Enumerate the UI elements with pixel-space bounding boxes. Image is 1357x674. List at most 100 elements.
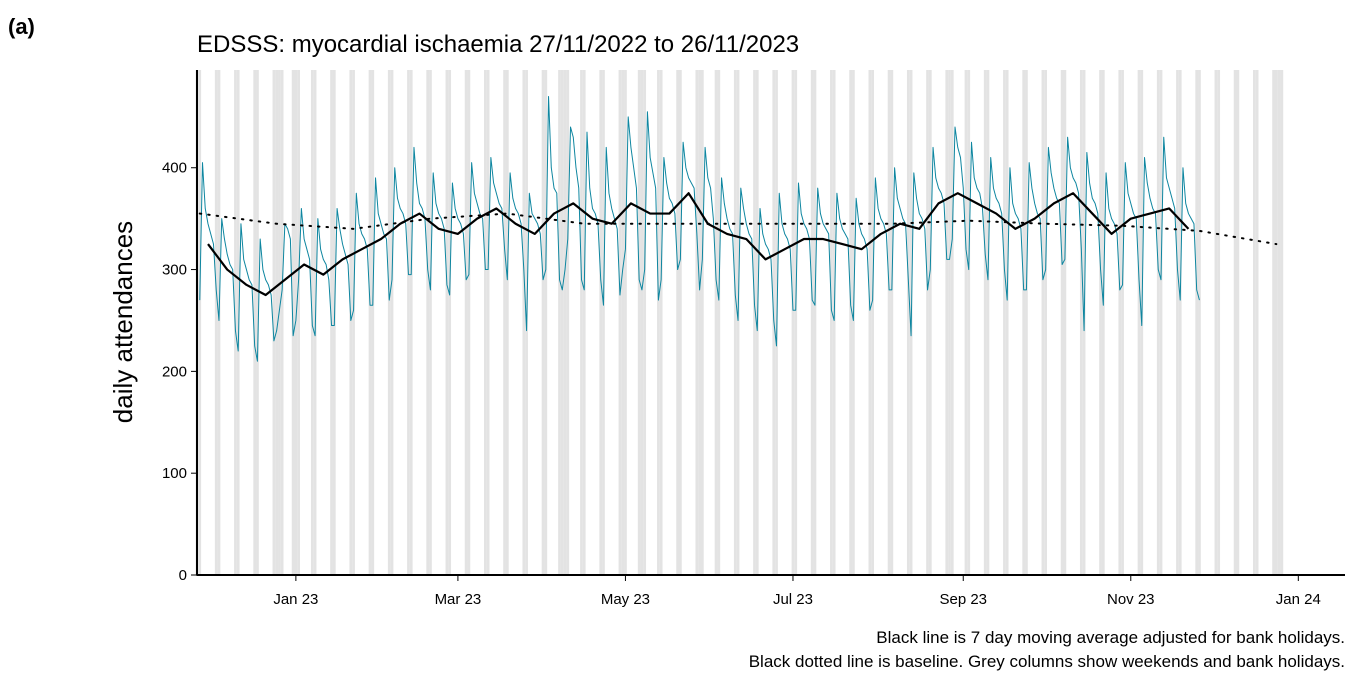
shade-column <box>637 70 641 575</box>
shade-column <box>1178 70 1182 575</box>
shade-column <box>1217 70 1221 575</box>
shade-column <box>791 70 795 575</box>
shade-column <box>810 70 814 575</box>
shade-column <box>1274 70 1278 575</box>
shade-column <box>676 70 679 575</box>
note: Black line is 7 day moving average adjus… <box>876 628 1345 647</box>
shade-column <box>1277 70 1281 575</box>
shade-column <box>1137 70 1141 575</box>
shade-column <box>794 70 798 575</box>
shade-column <box>983 70 987 575</box>
shade-column <box>558 70 561 575</box>
shade-column <box>813 70 817 575</box>
shade-column <box>733 70 737 575</box>
shade-column <box>1156 70 1160 575</box>
shade-column <box>1099 70 1102 575</box>
shade-column <box>409 70 413 575</box>
shade-column <box>1233 70 1237 575</box>
shade-column <box>1176 70 1179 575</box>
shade-column <box>429 70 432 575</box>
shade-column <box>297 70 300 575</box>
shade-column <box>698 70 701 575</box>
shade-column <box>368 70 372 575</box>
shade-column <box>407 70 410 575</box>
y-tick-label: 300 <box>162 262 187 279</box>
shade-column <box>1118 70 1122 575</box>
chart-title: EDSSS: myocardial ischaemia 27/11/2022 t… <box>197 31 799 58</box>
series-line <box>198 212 1278 246</box>
shade-column <box>1236 70 1240 575</box>
shade-column <box>753 70 756 575</box>
shade-column <box>448 70 452 575</box>
shade-column <box>1121 70 1124 575</box>
shade-column <box>560 70 564 575</box>
shade-column <box>505 70 509 575</box>
shade-column <box>1005 70 1009 575</box>
shade-column <box>1041 70 1045 575</box>
shade-column <box>280 70 284 575</box>
shade-column <box>566 70 570 575</box>
shade-column <box>967 70 971 575</box>
shade-column <box>602 70 605 575</box>
shade-column <box>657 70 660 575</box>
shade-column <box>906 70 910 575</box>
shade-column <box>1195 70 1199 575</box>
shade-column <box>1003 70 1006 575</box>
shade-column <box>390 70 394 575</box>
x-tick-label: Mar 23 <box>435 591 482 608</box>
shade-column <box>214 70 218 575</box>
x-tick-label: Jul 23 <box>773 591 813 608</box>
shade-column <box>275 70 279 575</box>
shade-column <box>278 70 281 575</box>
shade-column <box>1101 70 1105 575</box>
shade-column <box>945 70 949 575</box>
shade-column <box>1280 70 1284 575</box>
shade-column <box>964 70 968 575</box>
x-tick-label: Jan 23 <box>273 591 318 608</box>
x-tick-label: Jan 24 <box>1276 591 1321 608</box>
shade-column <box>849 70 853 575</box>
shade-column <box>986 70 990 575</box>
shade-column <box>736 70 740 575</box>
shade-column <box>928 70 932 575</box>
shade-column <box>640 70 644 575</box>
shade-column <box>830 70 833 575</box>
shade-column <box>1060 70 1064 575</box>
shade-column <box>1025 70 1028 575</box>
shade-column <box>484 70 487 575</box>
shade-column <box>387 70 391 575</box>
shade-column <box>253 70 257 575</box>
shade-column <box>887 70 891 575</box>
shade-column <box>700 70 704 575</box>
shade-column <box>582 70 586 575</box>
x-tick-label: May 23 <box>601 591 650 608</box>
shade-column <box>198 70 202 575</box>
shade-column <box>714 70 718 575</box>
shade-column <box>948 70 951 575</box>
shade-column <box>371 70 375 575</box>
shade-column <box>832 70 836 575</box>
shade-column <box>544 70 548 575</box>
series-line <box>207 192 1190 297</box>
shade-column <box>852 70 855 575</box>
shade-column <box>621 70 625 575</box>
shade-column <box>522 70 526 575</box>
shade-column <box>624 70 627 575</box>
shade-column <box>272 70 276 575</box>
shade-column <box>541 70 545 575</box>
shade-column <box>717 70 721 575</box>
shade-column <box>1272 70 1275 575</box>
note: Black dotted line is baseline. Grey colu… <box>749 652 1345 671</box>
shade-column <box>695 70 699 575</box>
shade-column <box>890 70 894 575</box>
shade-column <box>678 70 682 575</box>
shade-column <box>1063 70 1067 575</box>
shade-column <box>580 70 583 575</box>
y-tick-label: 400 <box>162 160 187 177</box>
shade-column <box>236 70 240 575</box>
shade-column <box>486 70 490 575</box>
shade-column <box>1079 70 1083 575</box>
shade-column <box>868 70 872 575</box>
shade-column <box>563 70 567 575</box>
